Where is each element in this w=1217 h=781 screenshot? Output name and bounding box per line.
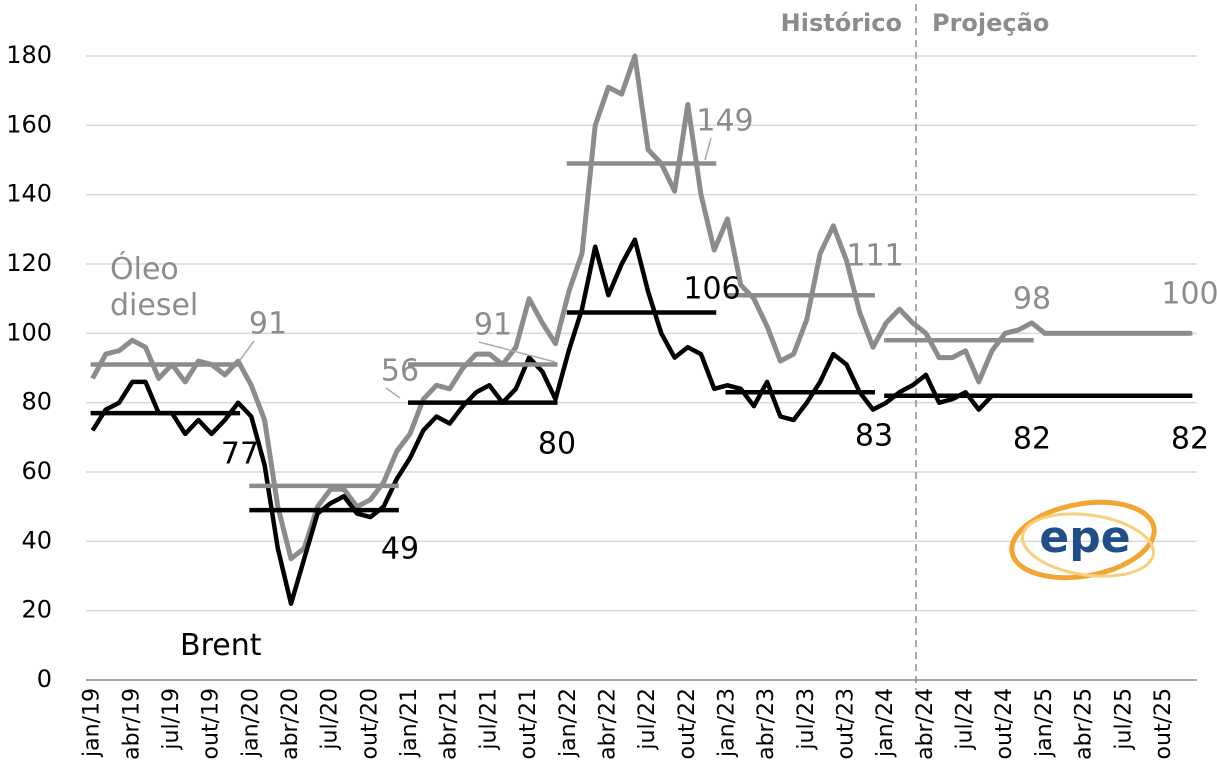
x-tick-label: out/22	[675, 688, 700, 759]
x-tick-label: jan/22	[556, 688, 581, 758]
series-line	[90, 53, 1191, 562]
x-tick-label: abr/25	[1072, 688, 1097, 760]
x-tick-label: out/19	[199, 688, 224, 759]
logo: epe	[1009, 499, 1157, 581]
average-label: 91	[249, 307, 287, 342]
leader-line	[385, 387, 401, 399]
logo-text: epe	[1039, 512, 1130, 563]
x-tick-label: jul/21	[476, 688, 501, 751]
historical-label: Histórico	[781, 9, 902, 37]
x-tick-label: jul/23	[794, 688, 819, 751]
average-label: 91	[474, 308, 512, 343]
x-tick-label: jul/19	[159, 688, 184, 751]
average-label: 83	[855, 419, 893, 454]
x-tick-label: out/23	[834, 688, 859, 759]
x-tick-label: jan/19	[80, 688, 105, 758]
average-label: 82	[1171, 422, 1209, 457]
x-tick-label: out/20	[357, 688, 382, 759]
x-tick-label: abr/20	[278, 688, 303, 760]
x-tick-label: out/21	[516, 688, 541, 759]
brent-name: Brent	[180, 628, 262, 663]
y-tick-label: 80	[21, 388, 52, 416]
average-label: 111	[846, 239, 903, 274]
average-label: 77	[221, 437, 259, 472]
average-label: 100	[1161, 277, 1217, 312]
leader-line	[478, 341, 556, 363]
x-tick-label: jul/24	[953, 688, 978, 751]
logo-ring	[1021, 512, 1155, 578]
x-tick-label: jul/25	[1111, 688, 1136, 751]
average-label: 98	[1013, 282, 1051, 317]
average-label: 80	[538, 427, 576, 462]
y-tick-label: 40	[21, 526, 52, 554]
y-tick-label: 120	[6, 249, 52, 277]
y-tick-label: 0	[37, 665, 52, 693]
x-tick-label: abr/24	[913, 688, 938, 760]
leader-line	[239, 340, 255, 361]
x-tick-label: jan/25	[1032, 688, 1057, 758]
diesel-name: Óleo diesel	[110, 252, 199, 323]
y-tick-label: 20	[21, 596, 52, 624]
average-label: 49	[381, 532, 419, 567]
x-tick-label: abr/21	[437, 688, 462, 760]
x-tick-label: jan/20	[238, 688, 263, 758]
y-tick-label: 140	[6, 180, 52, 208]
average-label: 106	[683, 272, 740, 307]
y-tick-label: 100	[6, 318, 52, 346]
x-tick-label: out/24	[992, 688, 1017, 759]
x-tick-label: jul/22	[635, 688, 660, 751]
x-tick-label: abr/22	[595, 688, 620, 760]
y-tick-label: 160	[6, 110, 52, 138]
x-tick-label: jul/20	[318, 688, 343, 751]
x-tick-label: jan/21	[397, 688, 422, 758]
leader-line	[704, 137, 712, 161]
x-tick-label: out/25	[1151, 688, 1176, 759]
average-label: 82	[1013, 422, 1051, 457]
y-tick-label: 60	[21, 457, 52, 485]
x-tick-label: jan/24	[873, 688, 898, 758]
x-tick-label: jan/23	[714, 688, 739, 758]
y-tick-label: 180	[6, 41, 52, 69]
average-label: 149	[696, 104, 753, 139]
x-tick-label: abr/23	[754, 688, 779, 760]
average-label: 56	[381, 354, 419, 389]
projection-label: Projeção	[932, 9, 1049, 37]
x-tick-label: abr/19	[119, 688, 144, 760]
